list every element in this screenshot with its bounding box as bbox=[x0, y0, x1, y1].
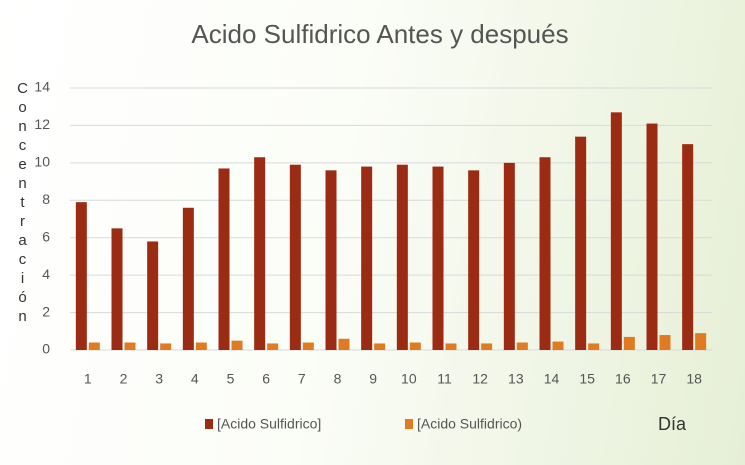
x-tick-label: 15 bbox=[579, 371, 595, 387]
bar bbox=[695, 333, 707, 350]
x-tick-label: 13 bbox=[508, 371, 524, 387]
bar bbox=[361, 166, 373, 350]
x-tick-label: 6 bbox=[262, 371, 270, 387]
x-tick-label: 18 bbox=[686, 371, 702, 387]
x-tick-label: 9 bbox=[369, 371, 377, 387]
bar bbox=[231, 340, 243, 350]
x-tick-label: 5 bbox=[227, 371, 235, 387]
x-tick-label: 3 bbox=[155, 371, 163, 387]
bar bbox=[646, 123, 658, 350]
x-tick-label: 12 bbox=[472, 371, 488, 387]
bar bbox=[111, 228, 123, 350]
y-tick-label: 0 bbox=[42, 341, 50, 357]
bar bbox=[610, 112, 622, 350]
bar bbox=[124, 342, 136, 350]
chart-title: Acido Sulfidrico Antes y después bbox=[191, 19, 568, 49]
bar bbox=[338, 338, 350, 350]
legend-swatch bbox=[205, 419, 213, 429]
y-tick-label: 14 bbox=[34, 79, 50, 95]
x-tick-label: 1 bbox=[84, 371, 92, 387]
legend-label: [Acido Sulfidrico) bbox=[417, 416, 522, 432]
bar bbox=[503, 162, 515, 350]
bar bbox=[396, 164, 408, 350]
bar bbox=[147, 241, 159, 350]
bar bbox=[481, 343, 493, 350]
y-tick-label: 6 bbox=[42, 228, 50, 244]
x-tick-label: 17 bbox=[651, 371, 667, 387]
bar bbox=[588, 343, 600, 350]
bar bbox=[160, 343, 172, 350]
x-tick-label: 16 bbox=[615, 371, 631, 387]
bar bbox=[539, 157, 551, 350]
bar bbox=[409, 342, 421, 350]
bar bbox=[575, 136, 587, 350]
x-tick-label: 10 bbox=[401, 371, 417, 387]
bar bbox=[267, 343, 279, 350]
y-tick-label: 2 bbox=[42, 303, 50, 319]
y-tick-label: 12 bbox=[34, 116, 50, 132]
x-tick-label: 14 bbox=[544, 371, 560, 387]
bar bbox=[254, 157, 266, 350]
bar bbox=[432, 166, 444, 350]
bar bbox=[445, 343, 457, 350]
bar bbox=[195, 342, 207, 350]
x-tick-label: 7 bbox=[298, 371, 306, 387]
x-tick-label: 8 bbox=[334, 371, 342, 387]
x-axis-label: Día bbox=[658, 414, 687, 434]
bar bbox=[218, 168, 230, 350]
bar bbox=[302, 342, 314, 350]
bar bbox=[88, 342, 100, 350]
bar bbox=[182, 207, 194, 350]
y-tick-label: 8 bbox=[42, 191, 50, 207]
y-tick-label: 10 bbox=[34, 154, 50, 170]
x-tick-label: 2 bbox=[120, 371, 128, 387]
bar bbox=[659, 335, 671, 350]
bar bbox=[374, 343, 386, 350]
bar bbox=[468, 170, 480, 350]
bar bbox=[623, 336, 635, 350]
bar bbox=[552, 341, 564, 350]
x-tick-label: 4 bbox=[191, 371, 199, 387]
y-axis-label: Concentración bbox=[14, 80, 31, 327]
bar bbox=[289, 164, 301, 350]
bar bbox=[516, 342, 528, 350]
bar bbox=[682, 144, 694, 350]
x-tick-label: 11 bbox=[437, 371, 452, 387]
bar bbox=[325, 170, 337, 350]
legend-swatch bbox=[405, 419, 413, 429]
legend-label: [Acido Sulfidrico] bbox=[217, 416, 321, 432]
y-tick-label: 4 bbox=[42, 266, 50, 282]
bar bbox=[75, 202, 87, 350]
